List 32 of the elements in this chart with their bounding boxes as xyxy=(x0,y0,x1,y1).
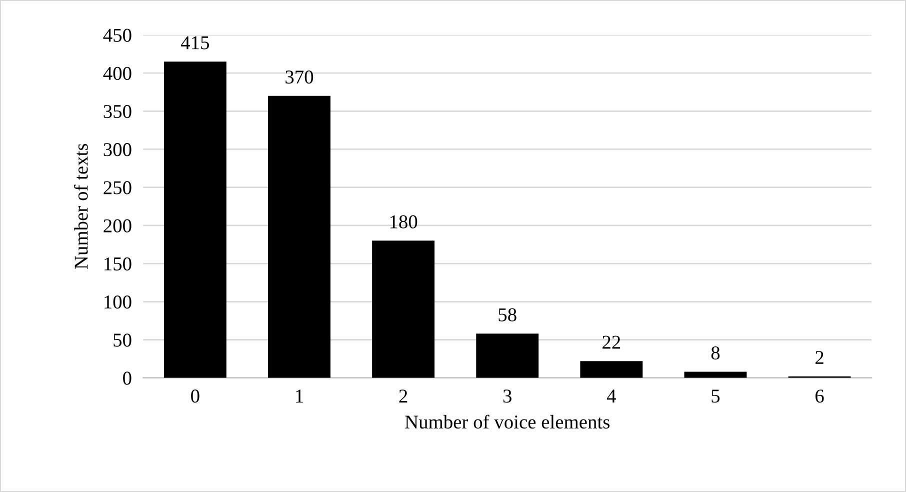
y-tick-label: 350 xyxy=(104,104,132,118)
y-axis-title: Number of texts xyxy=(74,144,88,270)
data-label: 8 xyxy=(711,346,720,360)
y-tick-label: 0 xyxy=(123,372,132,385)
data-label: 22 xyxy=(602,336,620,349)
y-tick-label: 250 xyxy=(104,181,132,194)
bar xyxy=(476,334,539,378)
y-tick-label: 100 xyxy=(104,295,132,309)
bar xyxy=(684,372,747,378)
data-label: 58 xyxy=(498,308,516,322)
x-tick-label: 3 xyxy=(503,390,512,403)
x-tick-label: 6 xyxy=(816,390,824,403)
x-tick-label: 0 xyxy=(191,390,200,403)
y-tick-label: 450 xyxy=(103,28,132,42)
data-label: 370 xyxy=(286,70,314,84)
x-tick-label: 5 xyxy=(712,390,720,403)
data-label: 415 xyxy=(180,36,209,50)
x-tick-label: 2 xyxy=(399,390,408,402)
x-axis-title: Number of voice elements xyxy=(405,414,610,429)
y-tick-label: 300 xyxy=(104,143,132,156)
x-tick-label: 4 xyxy=(606,390,616,402)
y-tick-label: 200 xyxy=(104,219,132,232)
data-label: 180 xyxy=(390,215,418,228)
bar xyxy=(268,96,330,378)
x-tick-label: 1 xyxy=(296,390,303,402)
y-tick-label: 50 xyxy=(114,334,132,347)
y-tick-label: 150 xyxy=(104,257,132,270)
data-label: 2 xyxy=(816,350,824,364)
bar xyxy=(164,62,226,378)
y-tick-label: 400 xyxy=(103,66,132,80)
bar xyxy=(580,361,643,378)
bar xyxy=(372,240,435,378)
